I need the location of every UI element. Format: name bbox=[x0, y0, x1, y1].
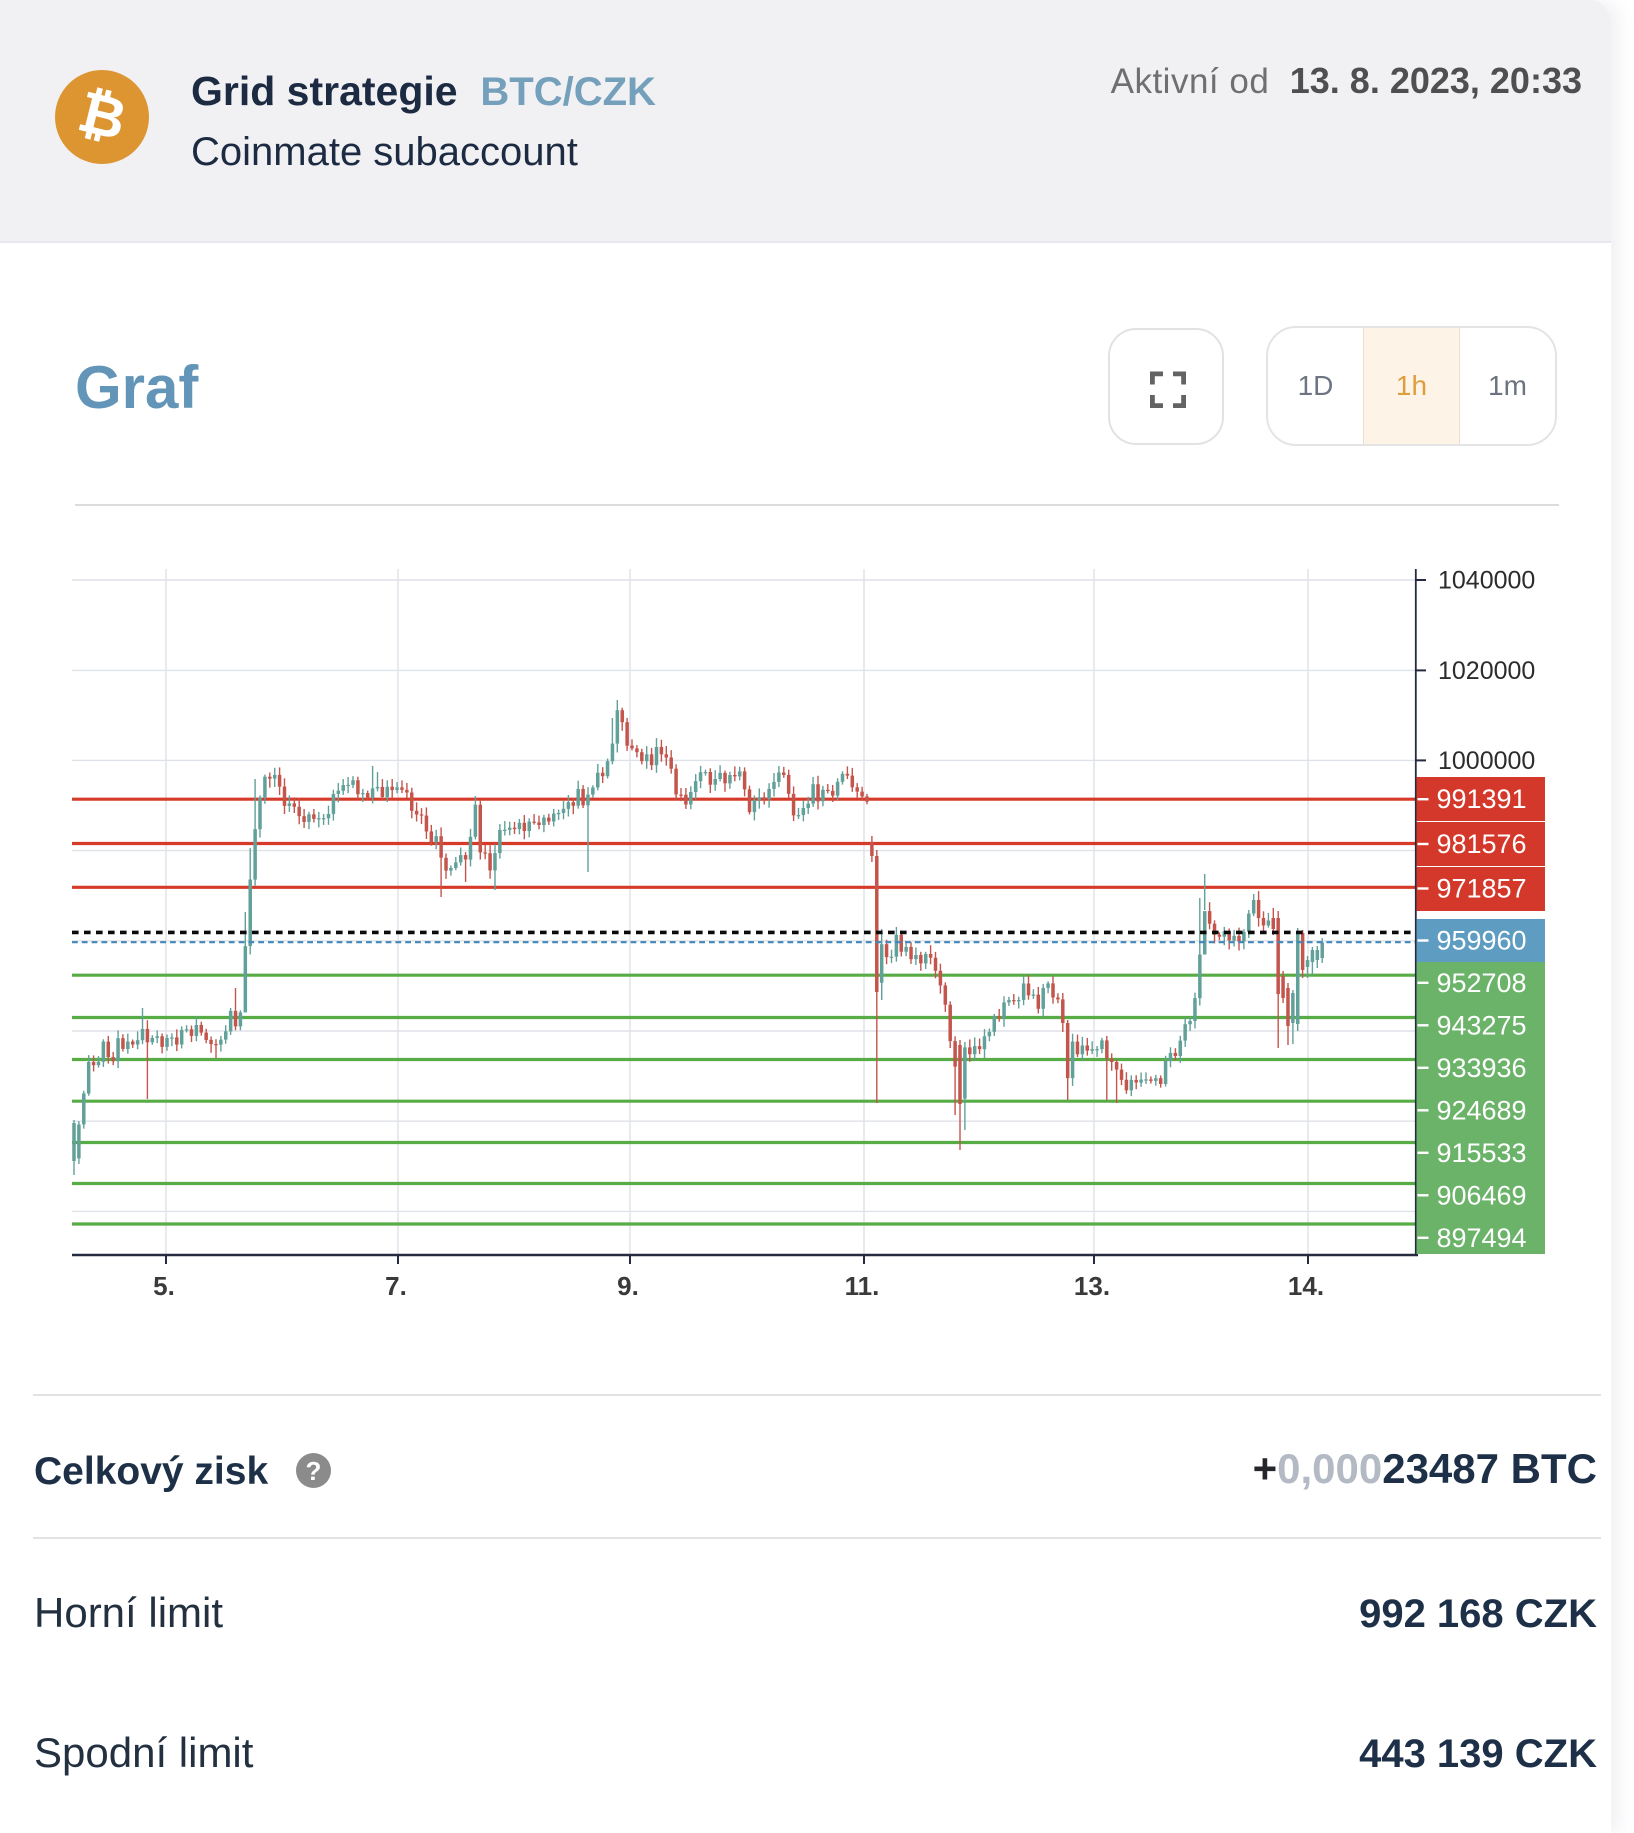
svg-text:971857: 971857 bbox=[1436, 874, 1526, 904]
svg-text:14.: 14. bbox=[1288, 1271, 1324, 1301]
svg-text:959960: 959960 bbox=[1436, 926, 1526, 956]
svg-text:915533: 915533 bbox=[1436, 1138, 1526, 1168]
svg-text:924689: 924689 bbox=[1436, 1095, 1526, 1125]
svg-text:943275: 943275 bbox=[1436, 1010, 1526, 1040]
svg-text:1000000: 1000000 bbox=[1438, 747, 1535, 775]
svg-text:11.: 11. bbox=[845, 1271, 880, 1301]
svg-text:9.: 9. bbox=[617, 1271, 639, 1301]
svg-text:13.: 13. bbox=[1074, 1271, 1110, 1301]
svg-text:952708: 952708 bbox=[1436, 968, 1526, 998]
svg-text:5.: 5. bbox=[153, 1271, 175, 1301]
svg-text:991391: 991391 bbox=[1436, 784, 1526, 814]
svg-text:897494: 897494 bbox=[1436, 1223, 1526, 1253]
svg-text:933936: 933936 bbox=[1436, 1053, 1526, 1083]
svg-text:981576: 981576 bbox=[1436, 829, 1526, 859]
svg-text:?: ? bbox=[306, 1456, 322, 1486]
svg-text:7.: 7. bbox=[385, 1271, 407, 1301]
svg-text:1040000: 1040000 bbox=[1438, 567, 1535, 595]
svg-text:906469: 906469 bbox=[1436, 1180, 1526, 1210]
svg-text:1020000: 1020000 bbox=[1438, 657, 1535, 685]
